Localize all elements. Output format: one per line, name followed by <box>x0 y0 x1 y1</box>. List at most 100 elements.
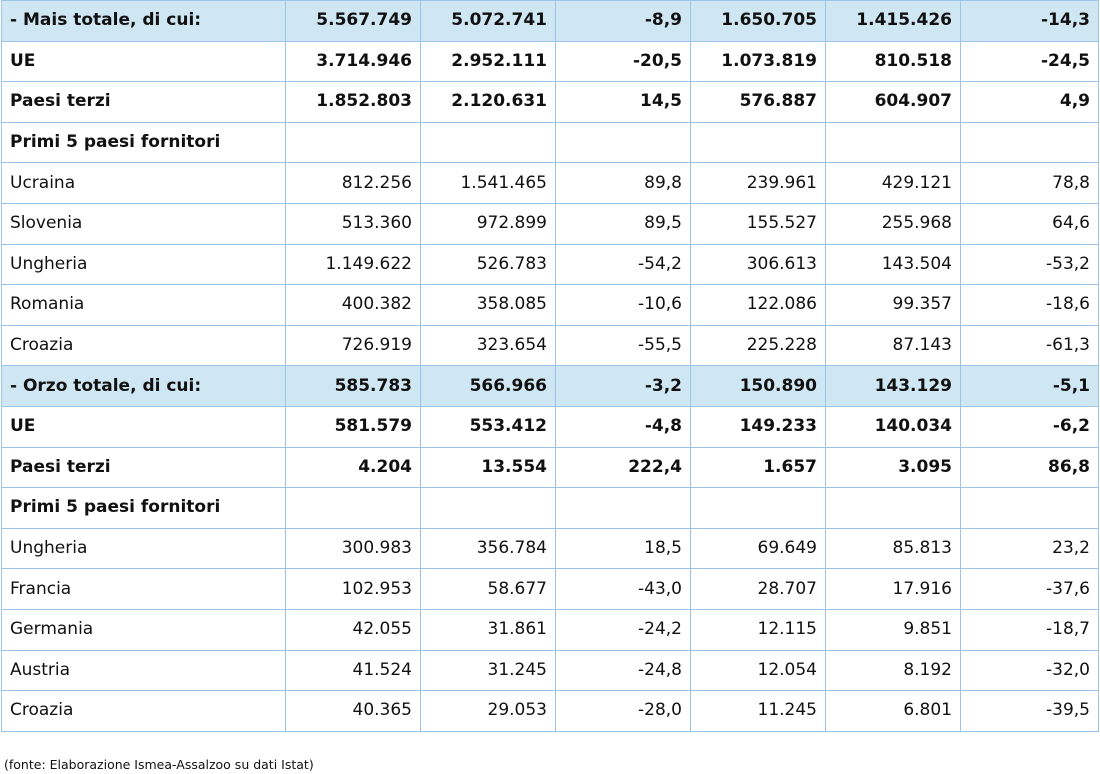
table-cell: 155.527 <box>690 202 826 245</box>
table-cell: 18,5 <box>555 527 691 570</box>
row-label: Romania <box>1 284 286 326</box>
table-cell: -53,2 <box>960 243 1099 286</box>
table-cell: 3.095 <box>825 446 961 489</box>
row-label: UE <box>1 405 286 448</box>
table-cell: -24,8 <box>555 649 691 692</box>
table-cell: -24,5 <box>960 40 1099 83</box>
table-cell: 1.073.819 <box>690 40 826 83</box>
import-data-table: - Mais totale, di cui: 5.567.749 5.072.7… <box>1 0 1099 732</box>
table-cell: 41.524 <box>285 649 421 692</box>
table-cell: 2.952.111 <box>420 40 556 83</box>
table-cell <box>690 487 826 529</box>
table-cell: 89,5 <box>555 202 691 245</box>
table-cell: 400.382 <box>285 284 421 326</box>
table-cell: -5,1 <box>960 365 1099 407</box>
table-row: Paesi terzi 1.852.803 2.120.631 14,5 576… <box>1 81 1099 123</box>
row-label: Ungheria <box>1 243 286 286</box>
table-cell: 306.613 <box>690 243 826 286</box>
table-cell <box>825 121 961 164</box>
table-cell: 89,8 <box>555 162 691 204</box>
table-cell: 4.204 <box>285 446 421 489</box>
table-cell: 576.887 <box>690 81 826 123</box>
row-label: Austria <box>1 649 286 692</box>
table-row: - Orzo totale, di cui: 585.783 566.966 -… <box>1 365 1099 407</box>
table-cell: 149.233 <box>690 405 826 448</box>
table-cell: 323.654 <box>420 324 556 367</box>
table-cell: -24,2 <box>555 608 691 651</box>
table-cell: 42.055 <box>285 608 421 651</box>
table-cell: 11.245 <box>690 690 826 732</box>
table-cell: 143.129 <box>825 365 961 407</box>
table-cell: 585.783 <box>285 365 421 407</box>
table-cell: -54,2 <box>555 243 691 286</box>
table-cell: 239.961 <box>690 162 826 204</box>
table-cell: 526.783 <box>420 243 556 286</box>
row-label: Croazia <box>1 690 286 732</box>
source-note: (fonte: Elaborazione Ismea-Assalzoo su d… <box>4 757 314 772</box>
table-cell: 222,4 <box>555 446 691 489</box>
table-cell: 1.852.803 <box>285 81 421 123</box>
table-row: Paesi terzi 4.204 13.554 222,4 1.657 3.0… <box>1 446 1099 489</box>
table-cell: 99.357 <box>825 284 961 326</box>
table-cell: 513.360 <box>285 202 421 245</box>
table-cell: 812.256 <box>285 162 421 204</box>
row-label: Paesi terzi <box>1 446 286 489</box>
table-cell: 225.228 <box>690 324 826 367</box>
table-cell: -8,9 <box>555 0 691 42</box>
table-cell: -28,0 <box>555 690 691 732</box>
table-cell <box>420 487 556 529</box>
table-cell <box>555 121 691 164</box>
table-cell: 64,6 <box>960 202 1099 245</box>
row-label: Croazia <box>1 324 286 367</box>
table-cell: 40.365 <box>285 690 421 732</box>
table-cell: 85.813 <box>825 527 961 570</box>
table-cell: 143.504 <box>825 243 961 286</box>
table-row: Romania 400.382 358.085 -10,6 122.086 99… <box>1 284 1099 326</box>
table-cell <box>285 121 421 164</box>
table-cell: 31.245 <box>420 649 556 692</box>
table-row: UE 3.714.946 2.952.111 -20,5 1.073.819 8… <box>1 40 1099 83</box>
table-row: Primi 5 paesi fornitori <box>1 487 1099 529</box>
table-cell: -3,2 <box>555 365 691 407</box>
table-cell <box>285 487 421 529</box>
table-cell: 5.072.741 <box>420 0 556 42</box>
table-cell: 810.518 <box>825 40 961 83</box>
table-cell: 29.053 <box>420 690 556 732</box>
table-cell <box>555 487 691 529</box>
row-label: - Mais totale, di cui: <box>1 0 286 42</box>
row-label: - Orzo totale, di cui: <box>1 365 286 407</box>
table-cell: 150.890 <box>690 365 826 407</box>
row-label: Primi 5 paesi fornitori <box>1 487 286 529</box>
table-cell: 553.412 <box>420 405 556 448</box>
row-label: Ucraina <box>1 162 286 204</box>
row-label: Ungheria <box>1 527 286 570</box>
table-cell: 1.541.465 <box>420 162 556 204</box>
table-cell: 8.192 <box>825 649 961 692</box>
table-cell <box>825 487 961 529</box>
row-label: Paesi terzi <box>1 81 286 123</box>
table-cell <box>690 121 826 164</box>
table-cell: 3.714.946 <box>285 40 421 83</box>
row-label: UE <box>1 40 286 83</box>
table-cell: 13.554 <box>420 446 556 489</box>
row-label: Slovenia <box>1 202 286 245</box>
table-cell: -37,6 <box>960 568 1099 610</box>
row-label: Primi 5 paesi fornitori <box>1 121 286 164</box>
table-row: Ungheria 1.149.622 526.783 -54,2 306.613… <box>1 243 1099 286</box>
table-row: Ucraina 812.256 1.541.465 89,8 239.961 4… <box>1 162 1099 204</box>
table-cell: 12.054 <box>690 649 826 692</box>
table-cell: 28.707 <box>690 568 826 610</box>
table-cell: 58.677 <box>420 568 556 610</box>
row-label: Francia <box>1 568 286 610</box>
table-cell: 1.415.426 <box>825 0 961 42</box>
table-cell: 69.649 <box>690 527 826 570</box>
table-row: Austria 41.524 31.245 -24,8 12.054 8.192… <box>1 649 1099 692</box>
table-cell: 23,2 <box>960 527 1099 570</box>
table-cell: 1.650.705 <box>690 0 826 42</box>
table-cell: 9.851 <box>825 608 961 651</box>
table-cell: 4,9 <box>960 81 1099 123</box>
table-cell: 12.115 <box>690 608 826 651</box>
table-cell: 972.899 <box>420 202 556 245</box>
table-cell: -10,6 <box>555 284 691 326</box>
table-cell: -18,6 <box>960 284 1099 326</box>
